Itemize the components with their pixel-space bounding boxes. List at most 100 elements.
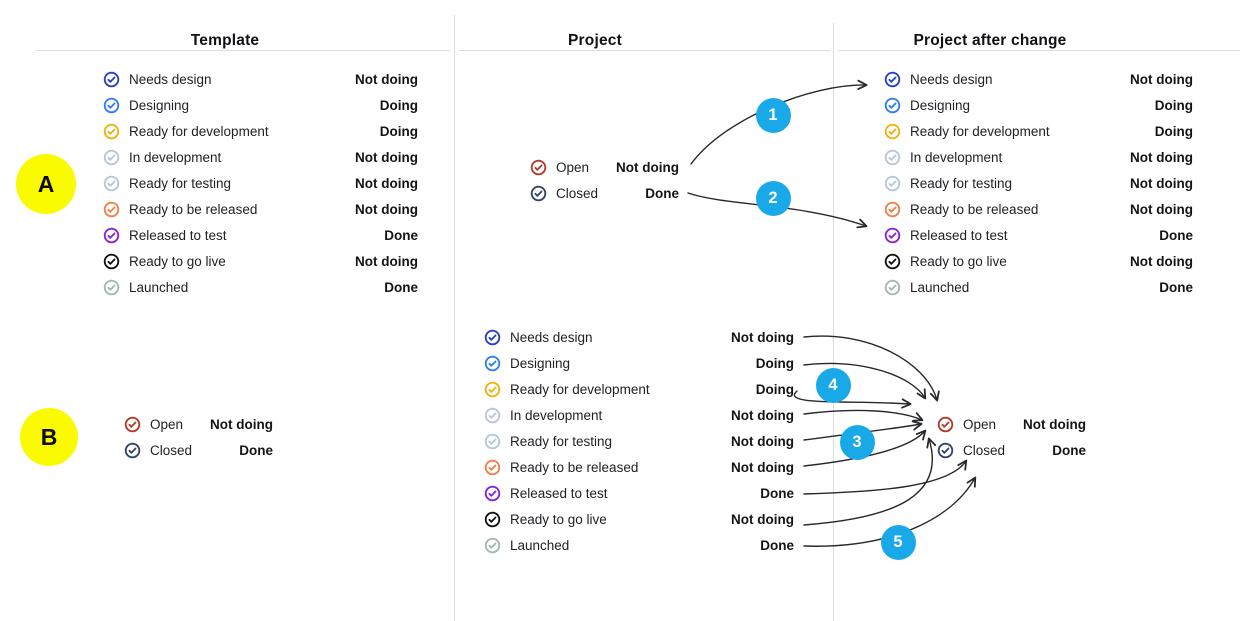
status-category: Not doing — [731, 511, 794, 527]
status-label: Designing — [910, 97, 971, 113]
status-category: Not doing — [731, 329, 794, 345]
status-label: Ready for testing — [910, 175, 1013, 191]
status-label: Needs design — [129, 71, 212, 87]
status-category: Not doing — [731, 407, 794, 423]
status-category: Doing — [1154, 97, 1193, 113]
status-row: Launched Done — [884, 274, 1193, 300]
status-category: Done — [384, 279, 418, 295]
status-row: Ready to go live Not doing — [884, 248, 1193, 274]
check-circle-icon — [937, 416, 954, 433]
status-row: Open Not doing — [530, 154, 679, 180]
check-circle-icon — [884, 149, 901, 166]
status-row: Designing Doing — [884, 92, 1193, 118]
status-label: Released to test — [129, 227, 227, 243]
status-row: Ready to go live Not doing — [484, 506, 794, 532]
status-label: Ready to go live — [129, 253, 226, 269]
column-header-project-after-change: Project after change — [913, 32, 1067, 49]
status-category: Not doing — [355, 149, 418, 165]
status-label: Ready to go live — [510, 511, 607, 527]
section-b-badge: B — [20, 408, 78, 466]
status-category: Doing — [1154, 123, 1193, 139]
column-divider-left — [454, 15, 455, 621]
status-row: In development Not doing — [103, 144, 418, 170]
check-circle-icon — [484, 511, 501, 528]
status-category: Not doing — [1130, 253, 1193, 269]
status-row: Ready to go live Not doing — [103, 248, 418, 274]
project-status-list-b: Needs design Not doing Designing Doing R… — [484, 324, 794, 558]
step-marker-2: 2 — [755, 180, 791, 216]
check-circle-icon — [884, 175, 901, 192]
status-category: Done — [1159, 279, 1193, 295]
check-circle-icon — [884, 123, 901, 140]
header-underline-left — [36, 50, 450, 51]
arrow-b-released-to-test-to-closed — [803, 459, 968, 495]
status-label: Ready to be released — [910, 201, 1039, 217]
check-circle-icon — [484, 485, 501, 502]
step-marker-5: 5 — [880, 524, 916, 560]
status-row: Released to test Done — [884, 222, 1193, 248]
status-label: Launched — [510, 537, 570, 553]
status-label: Released to test — [910, 227, 1008, 243]
status-label: Launched — [129, 279, 189, 295]
arrow-b-ready-for-dev-to-open — [793, 390, 912, 409]
status-row: Designing Doing — [103, 92, 418, 118]
status-row: Ready for development Doing — [103, 118, 418, 144]
status-row: Ready for development Doing — [884, 118, 1193, 144]
status-category: Done — [760, 537, 794, 553]
check-circle-icon — [103, 123, 120, 140]
check-circle-icon — [103, 201, 120, 218]
status-category: Doing — [755, 381, 794, 397]
status-row: Closed Done — [124, 437, 273, 463]
status-category: Not doing — [616, 159, 679, 175]
status-label: Designing — [510, 355, 571, 371]
status-label: Needs design — [910, 71, 993, 87]
status-category: Doing — [379, 123, 418, 139]
check-circle-icon — [103, 97, 120, 114]
status-label: Ready to be released — [510, 459, 639, 475]
status-category: Not doing — [1130, 175, 1193, 191]
check-circle-icon — [884, 279, 901, 296]
status-category: Done — [645, 185, 679, 201]
status-label: Ready to be released — [129, 201, 258, 217]
step-marker-1: 1 — [755, 97, 791, 133]
status-label: Ready to go live — [910, 253, 1007, 269]
status-category: Not doing — [355, 175, 418, 191]
status-row: In development Not doing — [884, 144, 1193, 170]
status-row: Released to test Done — [484, 480, 794, 506]
status-row: Launched Done — [484, 532, 794, 558]
status-category: Not doing — [1130, 149, 1193, 165]
check-circle-icon — [124, 442, 141, 459]
status-label: In development — [510, 407, 603, 423]
template-status-list-b: Open Not doing Closed Done — [124, 411, 273, 463]
status-row: Needs design Not doing — [103, 66, 418, 92]
status-label: In development — [910, 149, 1003, 165]
check-circle-icon — [484, 433, 501, 450]
check-circle-icon — [884, 97, 901, 114]
check-circle-icon — [103, 71, 120, 88]
check-circle-icon — [103, 227, 120, 244]
status-row: Ready for testing Not doing — [484, 428, 794, 454]
status-label: Ready for development — [129, 123, 269, 139]
template-status-list: Needs design Not doing Designing Doing R… — [103, 66, 418, 300]
status-row: Ready for testing Not doing — [884, 170, 1193, 196]
project-after-change-list-a: Needs design Not doing Designing Doing R… — [884, 66, 1193, 300]
header-underline-middle — [459, 50, 830, 51]
check-circle-icon — [124, 416, 141, 433]
step-marker-4: 4 — [815, 367, 851, 403]
status-row: Closed Done — [530, 180, 679, 206]
status-label: Ready for testing — [129, 175, 232, 191]
check-circle-icon — [884, 71, 901, 88]
check-circle-icon — [530, 185, 547, 202]
column-header-project: Project — [568, 32, 622, 49]
status-category: Done — [760, 485, 794, 501]
status-label: Ready for testing — [510, 433, 613, 449]
check-circle-icon — [530, 159, 547, 176]
status-category: Not doing — [731, 433, 794, 449]
status-category: Doing — [755, 355, 794, 371]
check-circle-icon — [884, 227, 901, 244]
status-row: Ready to be released Not doing — [103, 196, 418, 222]
status-row: Needs design Not doing — [484, 324, 794, 350]
column-divider-right — [833, 23, 834, 621]
status-label: Ready for development — [910, 123, 1050, 139]
status-row: Ready to be released Not doing — [484, 454, 794, 480]
